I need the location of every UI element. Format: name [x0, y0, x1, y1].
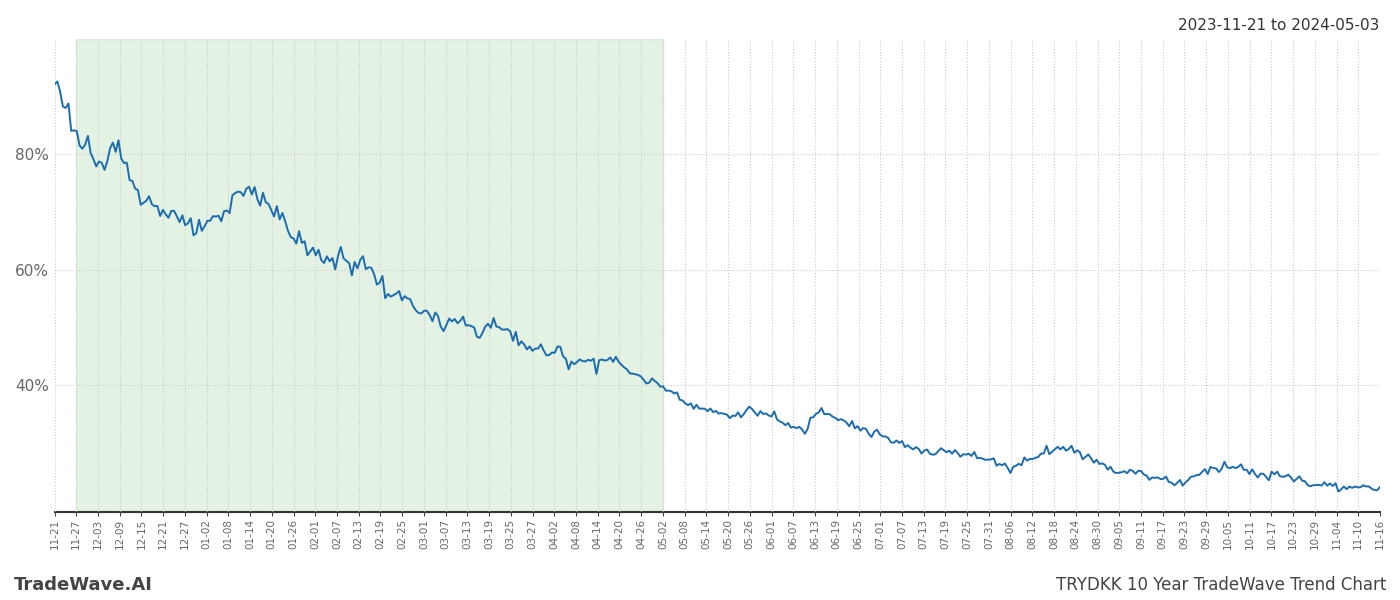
Text: TradeWave.AI: TradeWave.AI	[14, 576, 153, 594]
Text: 2023-11-21 to 2024-05-03: 2023-11-21 to 2024-05-03	[1177, 18, 1379, 33]
Text: TRYDKK 10 Year TradeWave Trend Chart: TRYDKK 10 Year TradeWave Trend Chart	[1056, 576, 1386, 594]
Bar	[76, 39, 664, 512]
